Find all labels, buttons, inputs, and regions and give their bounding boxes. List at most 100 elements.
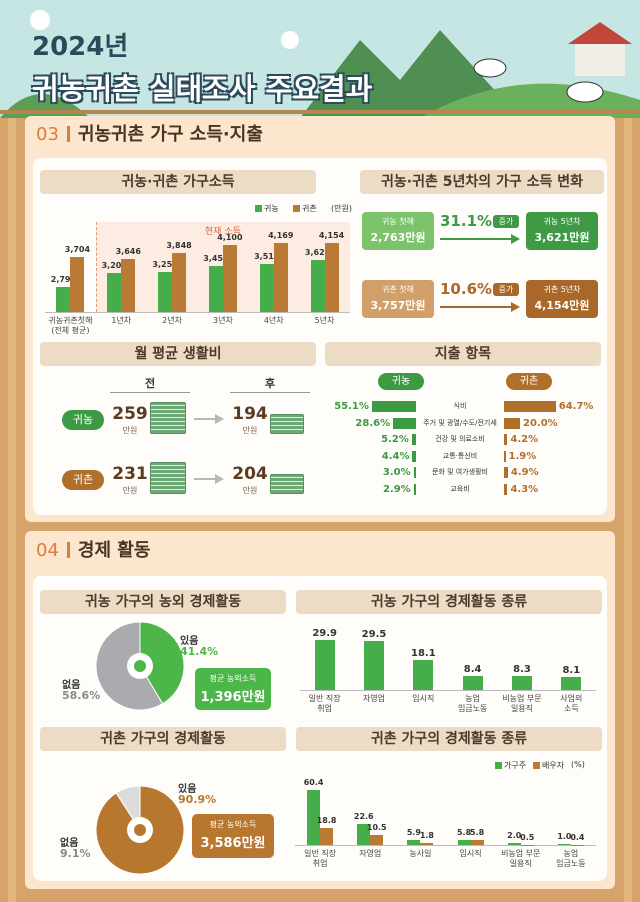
value-label: 8.3 bbox=[513, 664, 531, 676]
bar bbox=[259, 263, 274, 312]
header-year: 2024년 bbox=[32, 32, 129, 62]
x-tick-label: 비농업 부문 일용직 bbox=[502, 694, 542, 713]
x-tick-label: 자영업 bbox=[359, 849, 382, 858]
cost-value: 194 bbox=[232, 404, 268, 424]
value-label: 1.8 bbox=[419, 831, 434, 841]
value-label: 55.1% bbox=[334, 401, 369, 412]
value-label: 22.6 bbox=[353, 812, 374, 822]
value-label: 5.2% bbox=[381, 434, 409, 446]
x-tick-label: 비농업 부문 일용직 bbox=[501, 849, 541, 868]
x-tick-label: 임시직 bbox=[459, 849, 482, 858]
value-box: 귀농 첫해 2,763만원 bbox=[362, 212, 434, 250]
row-pill: 귀촌 bbox=[62, 470, 104, 490]
bar bbox=[504, 467, 508, 479]
box-label: 귀농 첫해 bbox=[382, 217, 414, 226]
bar bbox=[504, 450, 506, 462]
unit-label: (만원) bbox=[331, 204, 352, 213]
cost-value: 204 bbox=[232, 464, 268, 484]
arrow-head bbox=[511, 234, 520, 244]
x-tick-label: 일반 직장 취업 bbox=[308, 694, 341, 713]
value-label: 18.8 bbox=[316, 815, 337, 825]
slice-label: 없음 bbox=[62, 680, 81, 691]
panel-title: 귀촌 가구의 경제활동 bbox=[40, 727, 286, 751]
slice-value: 41.4% bbox=[180, 645, 219, 658]
value-label: 0.4 bbox=[570, 832, 585, 842]
panel-title: 월 평균 생활비 bbox=[40, 342, 316, 366]
legend-label: 가구주 bbox=[504, 761, 527, 770]
arrow-shaft bbox=[440, 238, 512, 240]
section-number: 04 bbox=[36, 540, 59, 561]
category-label: 주거 및 광열/수도/전기세 bbox=[423, 418, 497, 427]
box-label: 귀촌 5년차 bbox=[543, 285, 581, 294]
value-label: 2.9% bbox=[382, 484, 411, 495]
arrow-head bbox=[215, 414, 224, 424]
fence-post bbox=[8, 118, 16, 902]
slice-label: 있음 bbox=[178, 784, 197, 795]
value-label: 64.7% bbox=[558, 401, 594, 412]
cost-unit: 만원 bbox=[122, 426, 138, 435]
panel-title: 귀농·귀촌 가구소득 bbox=[40, 170, 316, 194]
money-icon bbox=[270, 414, 304, 434]
series-pill: 귀촌 bbox=[506, 373, 552, 390]
cost-value: 231 bbox=[112, 464, 148, 484]
section-title: 경제 활동 bbox=[77, 540, 151, 561]
panel-title: 귀농·귀촌 5년차의 가구 소득 변화 bbox=[360, 170, 604, 194]
value-label: 4.2% bbox=[510, 434, 539, 446]
bar bbox=[172, 252, 187, 312]
section-number: 03 bbox=[36, 124, 59, 145]
x-tick-label: 사업외 소득 bbox=[560, 694, 583, 713]
bar bbox=[411, 434, 416, 446]
house-roof bbox=[568, 22, 632, 44]
annotation-value: 3,586만원 bbox=[200, 836, 266, 851]
value-label: 60.4 bbox=[303, 777, 324, 787]
section-title: 귀농귀촌 가구 소득·지출 bbox=[77, 124, 263, 145]
section-header: 04 경제 활동 bbox=[36, 536, 150, 566]
x-tick-label: 4년차 bbox=[263, 316, 284, 325]
x-tick-label: 농사일 bbox=[409, 849, 432, 858]
box-value: 3,757만원 bbox=[370, 299, 426, 312]
value-label: 3,704 bbox=[64, 245, 91, 255]
annotation-box: 평균 농외소득 1,396만원 bbox=[195, 668, 271, 710]
x-tick-label: 귀농귀촌첫해 (전체 평균) bbox=[48, 316, 93, 335]
bar bbox=[462, 676, 483, 690]
rate: 10.6% bbox=[440, 280, 493, 298]
bar bbox=[504, 401, 556, 412]
bar bbox=[324, 243, 339, 312]
box-value: 3,621만원 bbox=[534, 231, 590, 244]
row-pill: 귀농 bbox=[62, 410, 104, 430]
value-label: 29.9 bbox=[312, 628, 337, 640]
bar bbox=[470, 839, 484, 845]
annotation-box: 평균 농외소득 3,586만원 bbox=[192, 814, 274, 858]
pie bbox=[95, 785, 185, 875]
annotation-label: 평균 농외소득 bbox=[209, 674, 257, 683]
cow bbox=[473, 58, 507, 78]
fence-rail bbox=[0, 110, 640, 114]
column-rule bbox=[110, 392, 190, 393]
box-label: 귀농 5년차 bbox=[543, 217, 581, 226]
bar bbox=[393, 417, 416, 429]
slice-label: 없음 bbox=[60, 838, 79, 849]
value-label: 5.8 bbox=[469, 827, 485, 837]
bar bbox=[357, 824, 371, 845]
bar bbox=[208, 265, 223, 312]
bar bbox=[222, 244, 237, 312]
divider bbox=[66, 542, 70, 558]
house bbox=[575, 40, 625, 76]
value-label: 29.5 bbox=[361, 629, 387, 641]
money-icon bbox=[150, 402, 186, 434]
pie-icon bbox=[134, 660, 146, 672]
value-label: 28.6% bbox=[355, 417, 391, 429]
box-label: 귀촌 첫해 bbox=[382, 285, 414, 294]
bar bbox=[56, 286, 71, 312]
value-label: 5.8 bbox=[456, 827, 472, 837]
legend-swatch bbox=[533, 762, 540, 769]
arrow-shaft bbox=[194, 478, 216, 480]
value-label: 3,848 bbox=[166, 240, 192, 250]
x-tick-label: 5년차 bbox=[314, 316, 335, 325]
change-pill: 증가 bbox=[493, 215, 519, 228]
rate: 31.1% bbox=[440, 212, 493, 230]
value-label: 3,208 bbox=[101, 261, 127, 271]
panel-title: 귀농 가구의 경제활동 종류 bbox=[296, 590, 602, 614]
bar bbox=[370, 835, 384, 845]
